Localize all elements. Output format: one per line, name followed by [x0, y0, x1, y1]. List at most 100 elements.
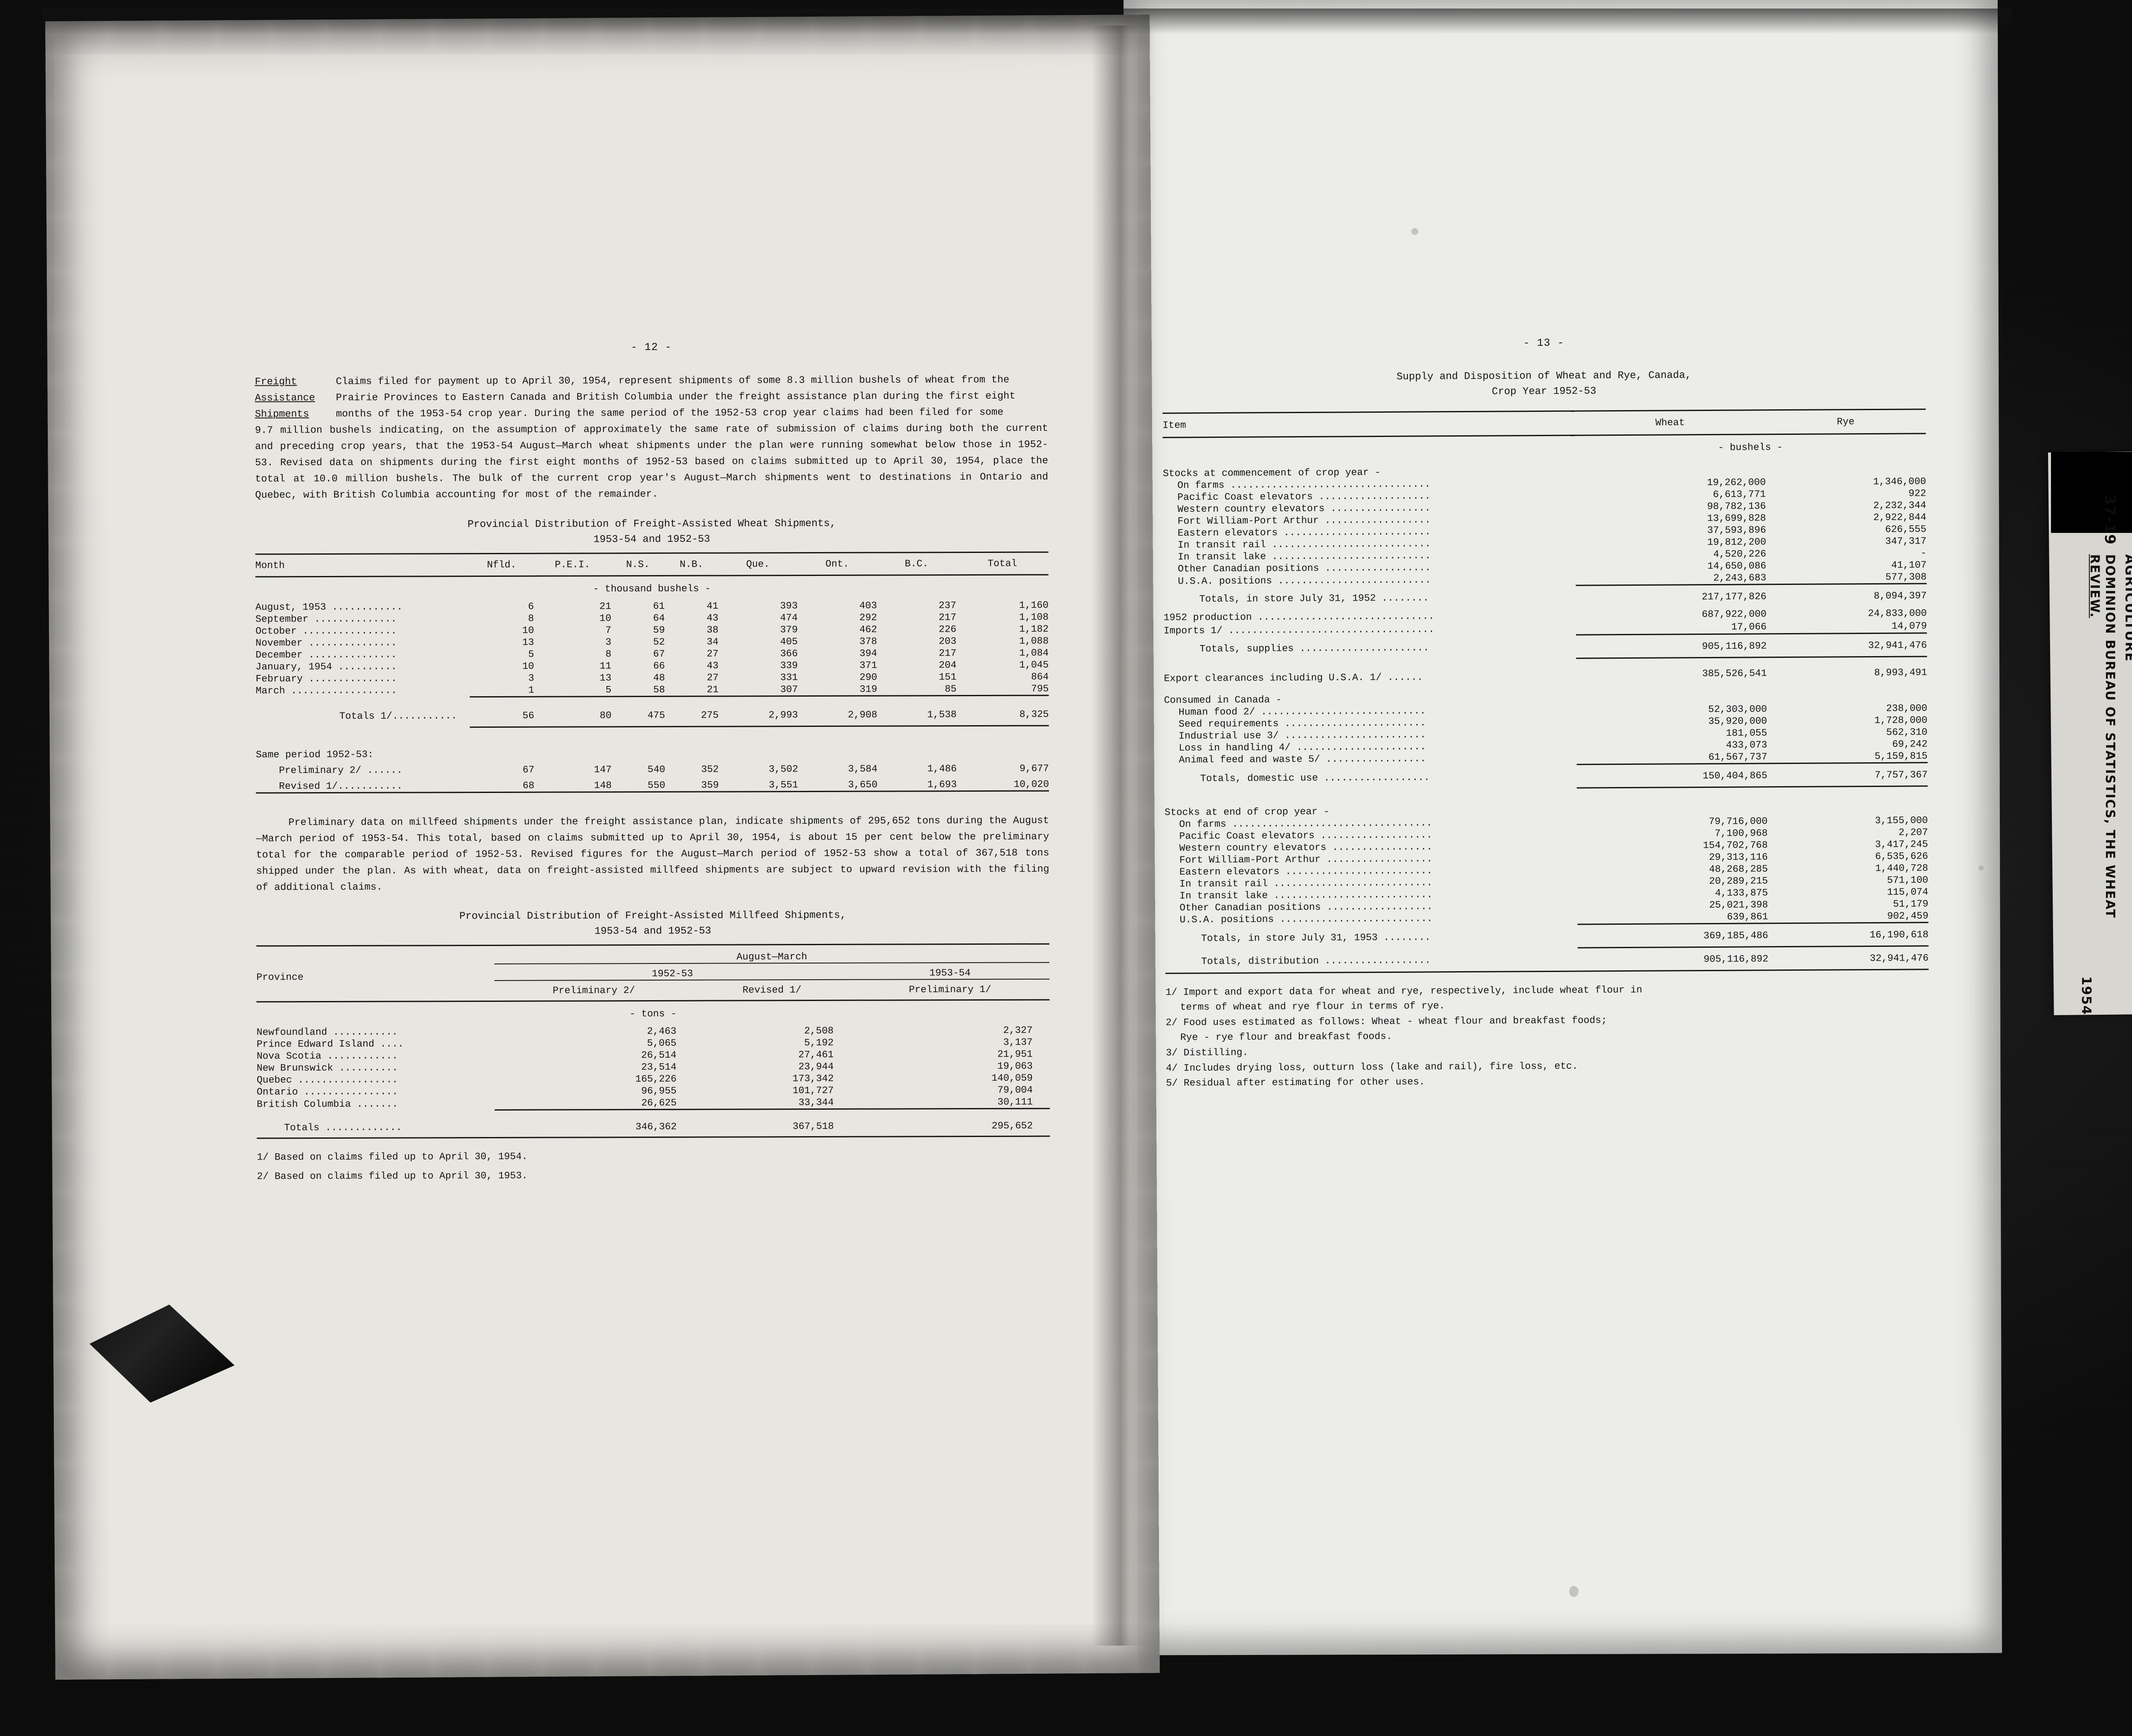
row-value: 9,677 [1019, 763, 1049, 774]
row-value: 26,625 [641, 1097, 677, 1108]
wheat-table-header-row: Month Nfld. P.E.I. N.S. N.B. Que. Ont. B… [255, 552, 1049, 577]
totals-label: Totals ............. [284, 1122, 402, 1134]
rye-value: 1,728,000 [1874, 714, 1928, 726]
handwritten-dbs-label: DOMINION BUREAU OF STATISTICS, THE WHEAT [2103, 554, 2118, 919]
totals-label: Totals, in store July 31, 1953 ........ [1201, 931, 1431, 944]
rye-value: 347,317 [1885, 535, 1926, 547]
row-value: 27 [707, 672, 719, 683]
row-value: 2,463 [647, 1025, 677, 1037]
freight-assistance-block: Freight Assistance Shipments Claims file… [255, 372, 1048, 423]
row-label: February ............... [255, 673, 397, 684]
totals-value: 367,518 [792, 1120, 834, 1132]
wheat-value: 154,702,768 [1703, 839, 1768, 851]
row-label: Quebec ................. [256, 1074, 398, 1086]
row-value: 27 [707, 648, 719, 660]
row-value: 41 [707, 600, 718, 612]
millfeed-sub-preliminary-1: Preliminary 1/ [850, 979, 1050, 1001]
row-value: 147 [594, 764, 612, 775]
supply-col-rye: Rye [1837, 416, 1855, 428]
rye-value: 922 [1908, 488, 1926, 499]
row-value: 3 [528, 672, 534, 684]
row-label: Ontario ................ [256, 1086, 398, 1098]
row-value: 58 [653, 684, 665, 695]
row-value: 7 [605, 624, 611, 636]
wheat-col-pei: P.E.I. [555, 558, 591, 570]
rye-value: 577,308 [1885, 571, 1927, 583]
row-value: 151 [939, 671, 957, 683]
film-reference-number: 37-19 [2101, 495, 2118, 545]
table-row: Revised 1/........... 68 148 550 359 3,551 3,6… [256, 774, 1049, 793]
row-value: 226 [939, 623, 956, 635]
wheat-value: 14,650,086 [1707, 560, 1767, 572]
row-value: 1,693 [927, 778, 957, 790]
handwritten-agriculture-label: AGRICULTURE [2122, 554, 2132, 663]
wheat-col-nb: N.B. [679, 558, 704, 570]
wheat-total: 369,185,486 [1577, 923, 1768, 948]
row-value: 10,020 [1014, 778, 1049, 790]
row-value: 10 [522, 660, 534, 672]
row-value: 331 [780, 671, 798, 683]
wheat-value: 98,782,136 [1707, 501, 1766, 512]
row-value: 550 [647, 779, 666, 791]
totals-row: Totals 1/........... 56 80 475 275 2,993 2,908… [256, 703, 1049, 727]
row-value: 1,160 [1019, 599, 1049, 611]
wheat-table-title-line-1: Provincial Distribution of Freight-Assis… [467, 518, 836, 530]
rye-value: 69,242 [1892, 738, 1928, 750]
wheat-value: 7,100,968 [1715, 827, 1768, 839]
row-value: 10 [522, 625, 534, 636]
millfeed-sub-preliminary-2: Preliminary 2/ [494, 980, 694, 1001]
totals-row: Totals, supplies ...................... 9… [1164, 633, 1927, 660]
totals-label: Totals, supplies ...................... [1199, 642, 1429, 654]
same-period-label: Same period 1952-53: [255, 749, 374, 760]
rye-total: 16,190,618 [1768, 922, 1929, 947]
left-page-number: - 12 - [631, 341, 672, 354]
row-label: December ............... [255, 649, 397, 660]
wheat-total: 150,404,865 [1576, 763, 1768, 788]
wheat-value: 4,133,875 [1715, 887, 1768, 899]
rye-value: 2,232,344 [1873, 500, 1926, 511]
section-heading: Stocks at commencement of crop year - [1162, 467, 1381, 479]
supply-col-item: Item [1162, 420, 1186, 431]
row-value: 1,108 [1019, 611, 1049, 623]
millfeed-span-row: Province August—March [256, 943, 1050, 983]
handwritten-review-label: REVIEW. [2088, 554, 2102, 618]
archive-tab-notch [2051, 452, 2132, 533]
row-label: Preliminary 2/ ...... [279, 764, 403, 776]
totals-row: Totals, in store July 31, 1952 ........ 2… [1163, 583, 1927, 610]
totals-value: 2,908 [848, 709, 878, 720]
millfeed-table-title: Provincial Distribution of Freight-Assis… [256, 907, 1049, 940]
wheat-total: 905,116,892 [1576, 634, 1767, 658]
wheat-value: 61,567,737 [1708, 751, 1767, 763]
rye-total: 8,094,397 [1766, 583, 1927, 608]
wheat-value: 6,613,771 [1713, 489, 1766, 500]
row-value: 79,004 [997, 1084, 1033, 1096]
rye-value: 1,346,000 [1873, 476, 1926, 487]
section-heading: Consumed in Canada - [1164, 694, 1282, 706]
row-value: 290 [859, 671, 878, 683]
totals-value: 56 [522, 710, 534, 721]
row-value: 21 [707, 684, 719, 695]
rye-value: 41,107 [1891, 559, 1927, 571]
row-value: 34 [707, 636, 718, 648]
row-value: 43 [707, 612, 718, 624]
row-value: 393 [780, 600, 798, 611]
row-value: 359 [701, 779, 719, 791]
row-value: 165,226 [635, 1073, 677, 1085]
left-footnotes: 1/ Based on claims filed up to April 30,… [257, 1148, 1050, 1184]
totals-row: Totals, in store July 31, 1953 ........ 3… [1165, 922, 1929, 949]
wheat-col-bc: B.C. [904, 558, 929, 569]
wheat-col-ont: Ont. [825, 558, 849, 570]
row-value: 795 [1031, 683, 1049, 694]
row-value: 173,342 [792, 1073, 834, 1084]
wheat-value: 19,262,000 [1707, 477, 1766, 489]
row-value: 204 [939, 659, 957, 671]
rye-value: 1,440,728 [1875, 862, 1928, 874]
wheat-total: 217,177,826 [1576, 584, 1767, 608]
row-value: 3 [605, 636, 611, 648]
rye-value: 902,459 [1887, 910, 1929, 922]
wheat-value: 17,066 [1576, 620, 1767, 635]
wheat-value: 37,593,896 [1707, 524, 1766, 536]
row-value: 3,551 [768, 779, 798, 790]
row-value: 3,502 [768, 763, 798, 775]
table-row: Preliminary 2/ ...... 67 147 540 352 3,502 3,5… [256, 758, 1049, 776]
